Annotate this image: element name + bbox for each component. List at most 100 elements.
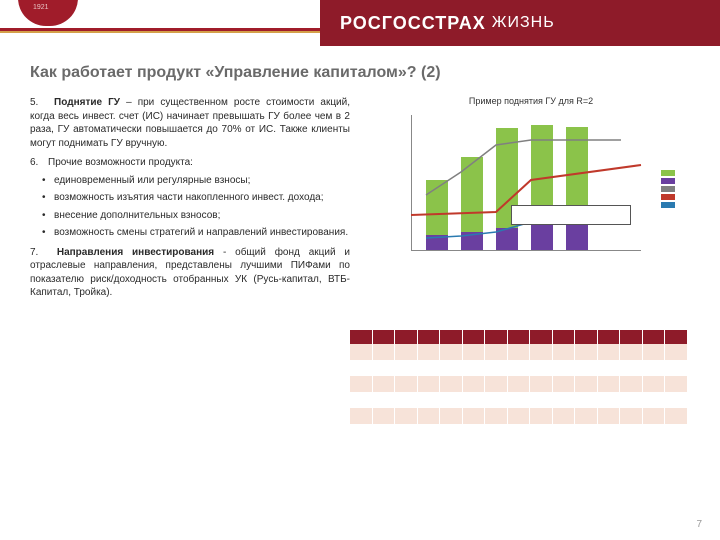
table-cell	[485, 376, 508, 392]
table-cell	[553, 392, 576, 408]
brand-sub: ЖИЗНЬ	[492, 14, 555, 32]
legend-swatch-icon	[661, 194, 675, 200]
table-cell	[463, 408, 486, 424]
table-cell	[463, 330, 486, 344]
table-cell	[350, 376, 373, 392]
table-cell	[418, 424, 441, 440]
table-cell	[575, 330, 598, 344]
chart-annotation-box	[511, 205, 631, 225]
item-7: 7. Направления инвестирования - общий фо…	[30, 246, 350, 300]
table-cell	[643, 408, 666, 424]
table-cell	[463, 376, 486, 392]
table-cell	[463, 344, 486, 360]
table-cell	[395, 392, 418, 408]
header-right: РОСГОССТРАХ ЖИЗНЬ	[320, 0, 720, 46]
table-cell	[620, 360, 643, 376]
table-cell	[395, 424, 418, 440]
page-title: Как работает продукт «Управление капитал…	[30, 64, 720, 82]
table-cell	[463, 360, 486, 376]
table-cell	[373, 344, 396, 360]
bullet-item: внесение дополнительных взносов;	[42, 209, 350, 223]
table-cell	[485, 424, 508, 440]
table-cell	[373, 360, 396, 376]
table-cell	[350, 392, 373, 408]
table-cell	[485, 360, 508, 376]
chart-area	[381, 110, 681, 260]
table-cell	[575, 344, 598, 360]
table-cell	[575, 392, 598, 408]
table-cell	[598, 424, 621, 440]
table-cell	[643, 344, 666, 360]
table-cell	[485, 408, 508, 424]
table-cell	[620, 392, 643, 408]
content: 5. Поднятие ГУ – при существенном росте …	[0, 96, 720, 300]
brand-main: РОСГОССТРАХ	[340, 13, 486, 34]
table-cell	[440, 392, 463, 408]
table-cell	[418, 392, 441, 408]
table-cell	[418, 344, 441, 360]
page-number: 7	[696, 519, 702, 530]
item-5-number: 5.	[30, 96, 48, 110]
table-cell	[508, 344, 531, 360]
table-cell	[508, 392, 531, 408]
table-row	[350, 424, 688, 440]
table-cell	[665, 360, 688, 376]
table-row	[350, 376, 688, 392]
table-cell	[553, 360, 576, 376]
logo-year: 1921	[33, 4, 49, 11]
table-cell	[508, 376, 531, 392]
table-cell	[440, 376, 463, 392]
table-cell	[463, 392, 486, 408]
table-cell	[373, 392, 396, 408]
table-cell	[643, 376, 666, 392]
table-cell	[620, 408, 643, 424]
table-cell	[665, 424, 688, 440]
item-7-lead: Направления инвестирования	[48, 247, 214, 258]
table-cell	[418, 408, 441, 424]
table-cell	[463, 424, 486, 440]
table-cell	[575, 360, 598, 376]
table-cell	[395, 408, 418, 424]
table-cell	[530, 376, 553, 392]
chart-title: Пример поднятия ГУ для R=2	[370, 96, 692, 106]
table-cell	[665, 330, 688, 344]
table-cell	[643, 424, 666, 440]
table-cell	[373, 376, 396, 392]
item-6: 6.Прочие возможности продукта:	[30, 156, 350, 170]
table-cell	[553, 344, 576, 360]
header-left: 1921	[0, 0, 320, 46]
table-cell	[440, 330, 463, 344]
table-cell	[598, 408, 621, 424]
table-cell	[350, 424, 373, 440]
table-cell	[575, 376, 598, 392]
table-cell	[643, 330, 666, 344]
table-cell	[553, 376, 576, 392]
table-cell	[598, 330, 621, 344]
table-cell	[530, 344, 553, 360]
table-cell	[418, 376, 441, 392]
table-cell	[620, 424, 643, 440]
table-cell	[620, 376, 643, 392]
table-cell	[530, 424, 553, 440]
table-cell	[350, 330, 373, 344]
chart-lines-icon	[381, 110, 681, 260]
table-cell	[485, 392, 508, 408]
table-row	[350, 344, 688, 360]
table-cell	[665, 344, 688, 360]
table-cell	[665, 408, 688, 424]
table-cell	[665, 392, 688, 408]
logo-divider	[0, 28, 320, 31]
table-cell	[395, 330, 418, 344]
table-cell	[598, 376, 621, 392]
legend-swatch-icon	[661, 186, 675, 192]
table-cell	[553, 330, 576, 344]
table-row	[350, 360, 688, 376]
chart-legend	[661, 170, 677, 210]
bullet-item: возможность изъятия части накопленного и…	[42, 191, 350, 205]
item-5-lead: Поднятие ГУ	[48, 97, 120, 108]
table-cell	[508, 360, 531, 376]
table-cell	[350, 408, 373, 424]
table-cell	[440, 360, 463, 376]
legend-swatch-icon	[661, 170, 675, 176]
table-cell	[665, 376, 688, 392]
